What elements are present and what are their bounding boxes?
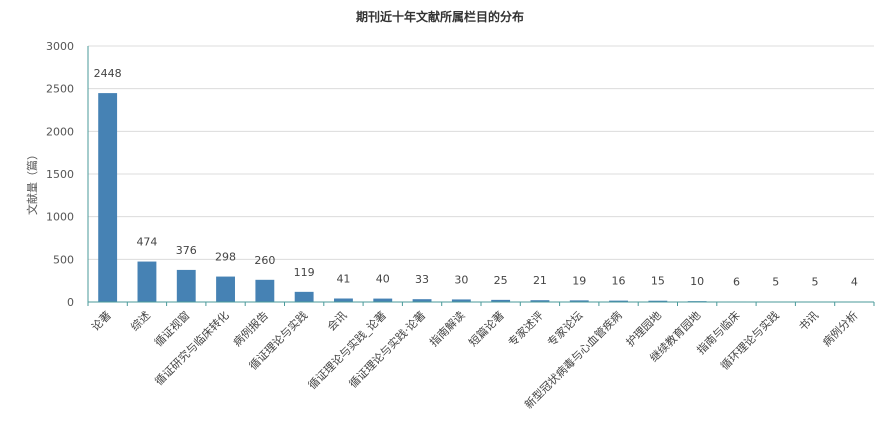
category-label: 会讯 (325, 309, 350, 334)
category-label: 循证视窗 (151, 308, 192, 349)
data-label: 16 (612, 275, 626, 288)
data-label: 298 (215, 251, 236, 264)
y-axis-label: 文献量（篇） (25, 149, 39, 215)
category-label: 短篇论著 (466, 308, 507, 349)
y-axis-ticks: 0 500 1000 1500 2000 2500 3000 (46, 40, 74, 309)
bar (412, 299, 432, 302)
bar (255, 279, 275, 302)
chart-title: 期刊近十年文献所属栏目的分布 (356, 9, 524, 24)
category-label: 循证研究与临床转化 (152, 308, 232, 388)
category-label: 指南解读 (426, 308, 467, 349)
category-label: 循证理论与实践_论著 (305, 308, 389, 392)
bar (648, 300, 668, 302)
category-label: 护理园地 (623, 308, 664, 349)
data-label: 5 (812, 276, 819, 289)
data-label: 25 (494, 274, 508, 287)
gridlines (88, 45, 874, 260)
category-label: 专家述评 (505, 308, 546, 349)
data-labels: 2448 474 376 298 260 119 41 40 33 30 25 21 19 16 15 10 6… (94, 67, 858, 289)
data-label: 260 (254, 254, 275, 267)
y-tick-label: 500 (53, 253, 74, 266)
data-label: 30 (454, 273, 468, 286)
y-tick-label: 1500 (46, 168, 74, 181)
bar (294, 291, 314, 302)
data-label: 5 (772, 276, 779, 289)
data-label: 10 (690, 275, 704, 288)
data-label: 41 (336, 273, 350, 286)
bar (176, 269, 196, 302)
data-label: 40 (376, 273, 390, 286)
category-label: 病例报告 (230, 308, 271, 349)
category-label: 论著 (88, 308, 113, 333)
bar (334, 298, 353, 302)
data-label: 2448 (94, 67, 122, 80)
y-tick-label: 2500 (46, 83, 74, 96)
bar (98, 93, 118, 302)
category-label: 书讯 (796, 309, 821, 334)
y-tick-label: 1000 (46, 211, 74, 224)
data-label: 376 (176, 244, 197, 257)
y-tick-label: 0 (67, 296, 74, 309)
category-label: 病例分析 (819, 308, 860, 349)
y-tick-label: 2000 (46, 125, 74, 138)
data-label: 33 (415, 273, 429, 286)
bar (569, 300, 589, 302)
bar (137, 261, 157, 302)
bar (609, 300, 628, 302)
bar (451, 299, 471, 302)
y-tick-label: 3000 (46, 40, 74, 53)
bar (491, 299, 511, 302)
bars (98, 93, 864, 303)
data-label: 21 (533, 274, 547, 287)
data-label: 15 (651, 275, 665, 288)
data-label: 4 (851, 276, 858, 289)
bar (373, 298, 393, 302)
category-label: 综述 (128, 308, 153, 333)
category-label: 循证理论与实践·论著 (346, 308, 428, 390)
data-label: 474 (136, 236, 157, 249)
data-label: 6 (733, 275, 740, 288)
data-label: 119 (294, 266, 315, 279)
category-label: 专家论坛 (544, 308, 585, 349)
bar (216, 276, 235, 302)
bar (530, 300, 550, 302)
data-label: 19 (572, 274, 586, 287)
